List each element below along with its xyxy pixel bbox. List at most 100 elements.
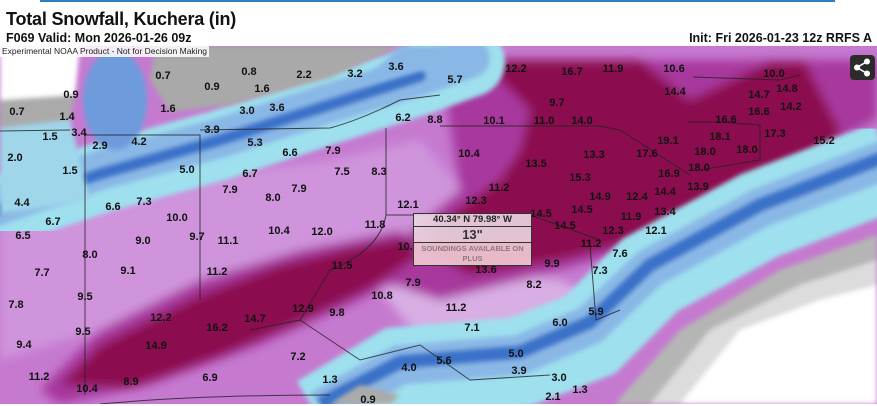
snowfall-value-label: 6.2 bbox=[395, 112, 411, 124]
snowfall-value-label: 14.2 bbox=[780, 101, 802, 113]
snowfall-value-label: 7.2 bbox=[290, 351, 306, 363]
snowfall-value-label: 17.6 bbox=[636, 148, 658, 160]
snowfall-value-label: 18.0 bbox=[688, 162, 710, 174]
snowfall-value-label: 8.3 bbox=[371, 166, 387, 178]
snowfall-value-label: 0.7 bbox=[9, 106, 25, 118]
snowfall-value-label: 11.2 bbox=[28, 371, 50, 383]
snowfall-value-label: 9.1 bbox=[120, 265, 136, 277]
snowfall-value-label: 1.5 bbox=[62, 165, 78, 177]
snowfall-value-label: 5.0 bbox=[179, 164, 195, 176]
snowfall-value-label: 1.3 bbox=[572, 384, 588, 396]
snowfall-value-label: 3.6 bbox=[388, 61, 404, 73]
snowfall-value-label: 6.6 bbox=[282, 147, 298, 159]
snowfall-value-label: 0.7 bbox=[155, 70, 171, 82]
snowfall-value-label: 13.5 bbox=[525, 158, 547, 170]
snowfall-value-label: 10.4 bbox=[458, 148, 480, 160]
snowfall-value-label: 7.9 bbox=[222, 184, 238, 196]
snowfall-value-label: 5.7 bbox=[447, 74, 463, 86]
snowfall-value-label: 16.9 bbox=[658, 168, 680, 180]
snowfall-value-label: 7.3 bbox=[136, 196, 152, 208]
snowfall-value-label: 8.0 bbox=[82, 249, 98, 261]
snowfall-value-label: 15.2 bbox=[813, 135, 835, 147]
snowfall-value-label: 11.1 bbox=[217, 235, 239, 247]
snowfall-value-label: 7.1 bbox=[464, 322, 480, 334]
snowfall-value-label: 3.4 bbox=[71, 127, 87, 139]
snowfall-value-label: 14.5 bbox=[530, 208, 552, 220]
snowfall-value-label: 18.0 bbox=[694, 146, 716, 158]
snowfall-value-label: 18.0 bbox=[736, 144, 758, 156]
snowfall-value-label: 9.5 bbox=[77, 291, 93, 303]
snowfall-value-label: 10.6 bbox=[663, 63, 685, 75]
valid-time: F069 Valid: Mon 2026-01-26 09z bbox=[6, 31, 192, 45]
snowfall-value-label: 15.3 bbox=[569, 172, 591, 184]
disclaimer: Experimental NOAA Product - Not for Deci… bbox=[0, 46, 210, 57]
top-border bbox=[40, 0, 835, 2]
snowfall-value-label: 9.9 bbox=[544, 258, 560, 270]
snowfall-value-label: 7.9 bbox=[325, 145, 341, 157]
snowfall-value-label: 7.3 bbox=[592, 265, 608, 277]
snowfall-value-label: 10.8 bbox=[371, 290, 393, 302]
snowfall-value-label: 13.9 bbox=[687, 181, 709, 193]
snowfall-value-label: 10.0 bbox=[166, 212, 188, 224]
snowfall-value-label: 3.0 bbox=[239, 105, 255, 117]
snowfall-value-label: 7.7 bbox=[34, 267, 50, 279]
snowfall-value-label: 2.0 bbox=[7, 152, 23, 164]
snowfall-value-label: 6.5 bbox=[15, 230, 31, 242]
snowfall-value-label: 16.2 bbox=[206, 322, 228, 334]
snowfall-value-label: 13.6 bbox=[475, 264, 497, 276]
map-canvas bbox=[0, 46, 877, 404]
snowfall-value-label: 6.0 bbox=[552, 317, 568, 329]
snowfall-value-label: 2.9 bbox=[92, 140, 108, 152]
popup-coordinates: 40.34° N 79.98° W bbox=[414, 214, 531, 227]
snowfall-value-label: 7.9 bbox=[291, 183, 307, 195]
snowfall-value-label: 10.0 bbox=[763, 68, 785, 80]
snowfall-value-label: 4.4 bbox=[14, 197, 30, 209]
snowfall-value-label: 11.9 bbox=[602, 63, 624, 75]
snowfall-value-label: 7.9 bbox=[405, 277, 421, 289]
snowfall-value-label: 6.9 bbox=[202, 372, 218, 384]
snowfall-value-label: 9.5 bbox=[75, 326, 91, 338]
snowfall-value-label: 3.9 bbox=[511, 365, 527, 377]
snowfall-value-label: 12.2 bbox=[505, 63, 527, 75]
init-time: Init: Fri 2026-01-23 12z RRFS A bbox=[689, 31, 872, 45]
snowfall-map[interactable] bbox=[0, 46, 877, 404]
snowfall-value-label: 12.3 bbox=[465, 195, 487, 207]
snowfall-value-label: 8.8 bbox=[427, 114, 443, 126]
snowfall-value-label: 2.2 bbox=[296, 69, 312, 81]
snowfall-value-label: 5.6 bbox=[436, 355, 452, 367]
snowfall-value-label: 14.5 bbox=[554, 220, 576, 232]
snowfall-value-label: 11.2 bbox=[488, 182, 510, 194]
snowfall-value-label: 14.5 bbox=[571, 204, 593, 216]
snowfall-value-label: 0.9 bbox=[360, 394, 376, 406]
snowfall-value-label: 3.6 bbox=[269, 102, 285, 114]
snowfall-value-label: 16.7 bbox=[561, 66, 583, 78]
snowfall-value-label: 18.1 bbox=[709, 131, 731, 143]
snowfall-value-label: 8.9 bbox=[123, 376, 139, 388]
snowfall-value-label: 16.6 bbox=[715, 114, 737, 126]
snowfall-value-label: 10.4 bbox=[76, 383, 98, 395]
snowfall-value-label: 14.9 bbox=[589, 191, 611, 203]
snowfall-value-label: 14.0 bbox=[571, 115, 593, 127]
snowfall-value-label: 14.8 bbox=[776, 83, 798, 95]
snowfall-value-label: 8.0 bbox=[265, 192, 281, 204]
snowfall-value-label: 6.6 bbox=[105, 201, 121, 213]
snowfall-value-label: 9.7 bbox=[549, 97, 565, 109]
snowfall-value-label: 14.9 bbox=[145, 340, 167, 352]
snowfall-value-label: 12.1 bbox=[397, 199, 419, 211]
share-icon bbox=[854, 58, 870, 77]
snowfall-value-label: 4.0 bbox=[401, 362, 417, 374]
snowfall-value-label: 5.9 bbox=[588, 306, 604, 318]
share-button[interactable] bbox=[850, 55, 875, 80]
snowfall-value-label: 12.2 bbox=[150, 312, 172, 324]
snowfall-value-label: 1.6 bbox=[160, 103, 176, 115]
snowfall-value-label: 5.3 bbox=[247, 137, 263, 149]
point-readout-popup[interactable]: 40.34° N 79.98° W 13" SOUNDINGS AVAILABL… bbox=[413, 213, 532, 266]
snowfall-value-label: 11.2 bbox=[580, 238, 602, 250]
snowfall-value-label: 6.7 bbox=[242, 168, 258, 180]
snowfall-value-label: 10.4 bbox=[268, 225, 290, 237]
snowfall-value-label: 3.9 bbox=[204, 124, 220, 136]
snowfall-value-label: 16.6 bbox=[748, 106, 770, 118]
snowfall-value-label: 7.8 bbox=[8, 299, 24, 311]
soundings-note[interactable]: SOUNDINGS AVAILABLE ON PLUS bbox=[414, 243, 531, 265]
snowfall-value-label: 0.8 bbox=[241, 66, 257, 78]
